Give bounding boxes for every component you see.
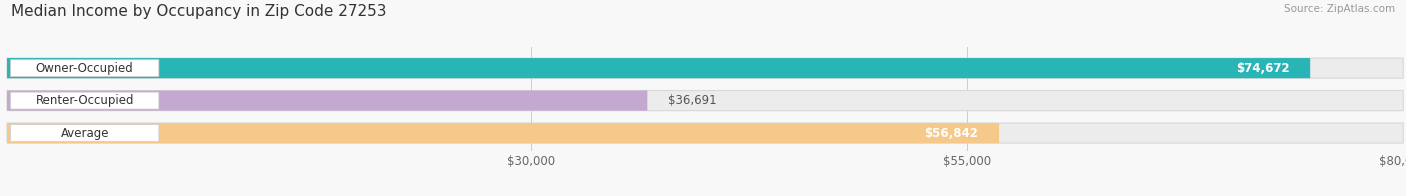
Text: Average: Average: [60, 127, 108, 140]
FancyBboxPatch shape: [10, 125, 159, 142]
Text: $56,842: $56,842: [924, 127, 979, 140]
Text: Median Income by Occupancy in Zip Code 27253: Median Income by Occupancy in Zip Code 2…: [11, 4, 387, 19]
Text: $74,672: $74,672: [1236, 62, 1289, 75]
FancyBboxPatch shape: [7, 123, 1000, 143]
FancyBboxPatch shape: [10, 60, 159, 77]
FancyBboxPatch shape: [7, 91, 647, 111]
FancyBboxPatch shape: [10, 92, 159, 109]
FancyBboxPatch shape: [7, 91, 1403, 111]
Text: Renter-Occupied: Renter-Occupied: [35, 94, 134, 107]
Text: Owner-Occupied: Owner-Occupied: [35, 62, 134, 75]
Text: $36,691: $36,691: [668, 94, 717, 107]
Text: Source: ZipAtlas.com: Source: ZipAtlas.com: [1284, 4, 1395, 14]
FancyBboxPatch shape: [7, 58, 1403, 78]
FancyBboxPatch shape: [7, 123, 1403, 143]
FancyBboxPatch shape: [7, 58, 1310, 78]
